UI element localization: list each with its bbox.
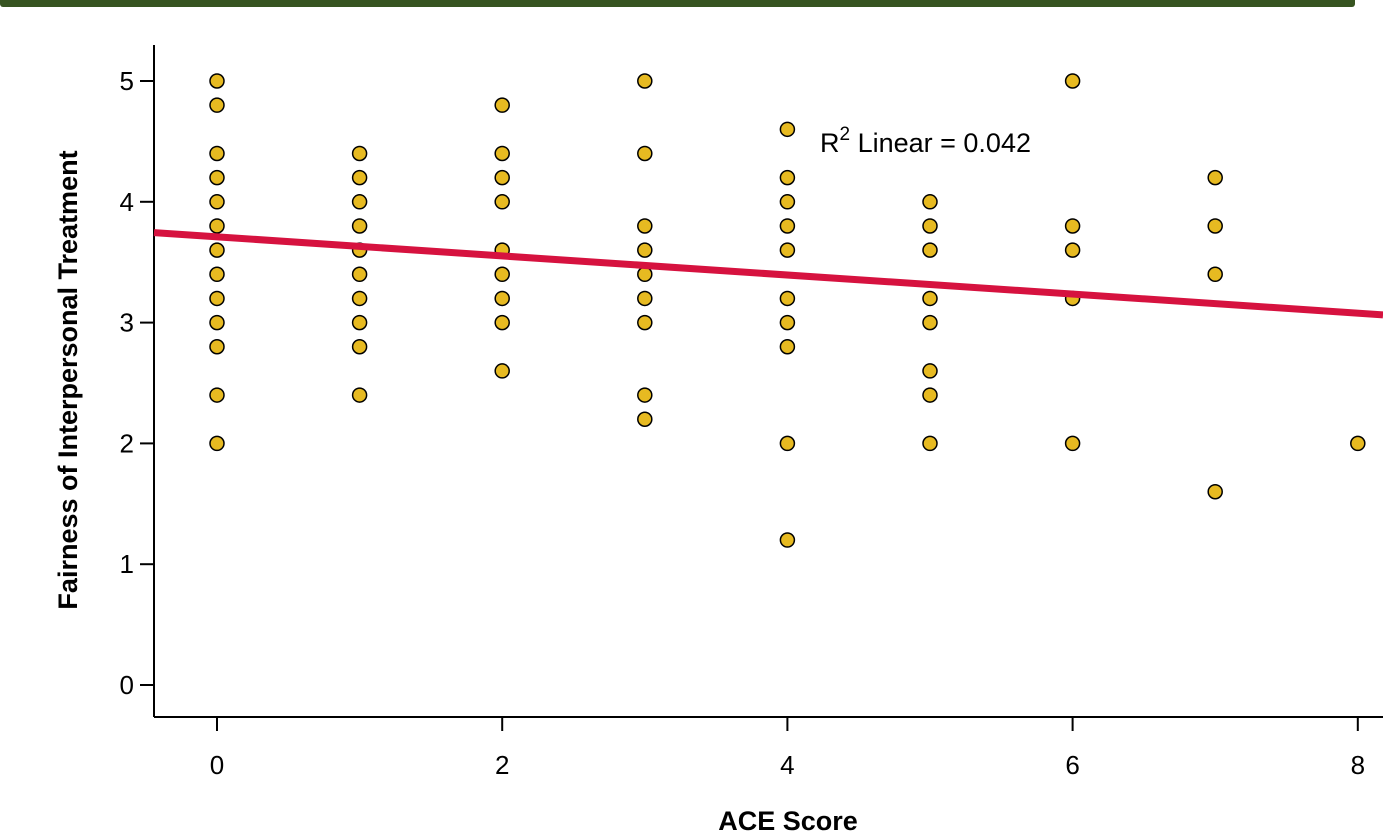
data-point — [209, 290, 225, 307]
data-point — [637, 314, 653, 331]
data-point — [351, 290, 368, 307]
data-point — [637, 387, 653, 403]
data-point — [1064, 242, 1081, 258]
data-point — [494, 290, 510, 307]
y-tick-label: 2 — [120, 428, 134, 458]
data-point — [779, 121, 796, 138]
y-axis-title: Fairness of Interpersonal Treatment — [53, 150, 83, 609]
y-tick-label: 1 — [120, 549, 134, 579]
data-point — [779, 194, 796, 210]
data-point — [637, 411, 653, 427]
data-point — [209, 218, 225, 234]
data-point — [209, 387, 225, 403]
data-point — [922, 387, 938, 403]
data-point — [1064, 218, 1081, 234]
data-point — [209, 97, 225, 113]
x-tick-label: 0 — [210, 750, 224, 780]
data-point — [637, 145, 653, 162]
data-point — [779, 314, 796, 331]
data-point — [351, 194, 368, 210]
data-point — [637, 218, 653, 234]
data-point — [1207, 483, 1223, 500]
x-tick-label: 6 — [1065, 750, 1079, 780]
data-point — [209, 169, 225, 186]
r-squared-annotation: R2 Linear = 0.042 — [820, 124, 1031, 158]
data-point — [1350, 435, 1366, 452]
x-tick-label: 8 — [1351, 750, 1365, 780]
y-tick-label: 0 — [120, 670, 134, 700]
data-point — [209, 339, 225, 355]
data-point — [209, 435, 225, 452]
data-point — [209, 314, 225, 331]
data-point — [922, 435, 938, 452]
annotation-text: Linear = 0.042 — [850, 128, 1031, 158]
data-point — [209, 242, 225, 258]
data-point — [779, 218, 796, 234]
x-tick-label: 4 — [780, 750, 794, 780]
data-point — [779, 242, 796, 258]
data-point — [922, 242, 938, 258]
data-point — [637, 266, 653, 283]
y-ticks: 0 1 2 3 4 5 — [120, 66, 154, 700]
data-point — [351, 387, 368, 403]
data-point — [922, 314, 938, 331]
data-point — [779, 169, 796, 186]
data-point — [209, 194, 225, 210]
data-point — [351, 339, 368, 355]
y-tick-label: 4 — [120, 187, 134, 217]
data-point — [1207, 266, 1223, 283]
data-point — [351, 145, 368, 162]
data-point — [494, 314, 510, 331]
data-point — [922, 363, 938, 379]
y-tick-label: 5 — [120, 66, 134, 96]
data-point — [922, 218, 938, 234]
data-point — [637, 290, 653, 307]
axes: 0 1 2 3 4 5 0 2 4 6 8 — [120, 45, 1383, 780]
data-point — [1207, 169, 1223, 186]
y-tick-label: 3 — [120, 308, 134, 338]
data-points — [209, 73, 1366, 548]
x-axis-title: ACE Score — [718, 806, 858, 834]
data-point — [351, 314, 368, 331]
data-point — [209, 145, 225, 162]
data-point — [1064, 73, 1081, 89]
data-point — [494, 194, 510, 210]
data-point — [779, 532, 796, 548]
data-point — [351, 266, 368, 283]
data-point — [209, 73, 225, 89]
data-point — [494, 97, 510, 113]
data-point — [637, 73, 653, 89]
data-point — [351, 169, 368, 186]
data-point — [637, 242, 653, 258]
annotation-base: R — [820, 128, 840, 158]
x-ticks: 0 2 4 6 8 — [210, 717, 1365, 780]
fit-line — [153, 229, 1383, 319]
data-point — [209, 266, 225, 283]
data-point — [779, 339, 796, 355]
data-point — [494, 266, 510, 283]
data-point — [351, 218, 368, 234]
data-point — [494, 363, 510, 379]
data-point — [922, 290, 938, 307]
data-point — [922, 194, 938, 210]
data-point — [779, 435, 796, 452]
data-point — [494, 169, 510, 186]
header-bar — [0, 0, 1355, 7]
data-point — [1064, 435, 1081, 452]
annotation-superscript: 2 — [840, 124, 851, 145]
data-point — [1207, 218, 1223, 234]
data-point — [779, 290, 796, 307]
data-point — [494, 145, 510, 162]
x-tick-label: 2 — [495, 750, 509, 780]
